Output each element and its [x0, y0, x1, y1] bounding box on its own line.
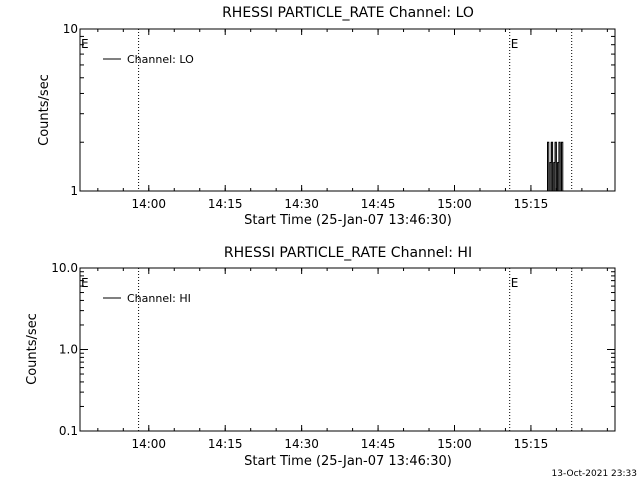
- x-tick-label: 14:30: [284, 437, 319, 451]
- chart-title: RHESSI PARTICLE_RATE Channel: LO: [222, 5, 474, 21]
- event-marker: E: [511, 276, 519, 290]
- x-tick-label: 14:30: [284, 197, 319, 211]
- y-tick-label: 1.0: [59, 343, 78, 357]
- event-marker: E: [81, 37, 89, 51]
- panel-lo: RHESSI PARTICLE_RATE Channel: LO Start T…: [37, 5, 616, 228]
- legend-entry: Channel: HI: [127, 292, 191, 305]
- legend: Channel: HI: [103, 292, 191, 305]
- y-tick-label: 1: [70, 184, 78, 198]
- y-axis-label: Counts/sec: [25, 313, 40, 385]
- x-tick-label: 14:00: [131, 197, 166, 211]
- y-tick-label: 10: [63, 22, 78, 36]
- event-marker: E: [511, 37, 519, 51]
- panel-hi: RHESSI PARTICLE_RATE Channel: HI Start T…: [25, 245, 616, 469]
- x-axis-label: Start Time (25-Jan-07 13:46:30): [244, 454, 452, 469]
- x-tick-label: 14:45: [361, 197, 396, 211]
- x-tick-label: 14:15: [208, 197, 243, 211]
- x-tick-label: 15:15: [514, 197, 549, 211]
- x-tick-label: 14:45: [361, 437, 396, 451]
- x-tick-label: 14:00: [131, 437, 166, 451]
- y-axis-ticks: 1 10: [63, 22, 615, 198]
- footer-timestamp: 13-Oct-2021 23:33: [552, 469, 637, 479]
- legend: Channel: LO: [103, 53, 194, 66]
- x-axis-label: Start Time (25-Jan-07 13:46:30): [244, 213, 452, 228]
- y-axis-ticks: 0.1 1.0 10.0: [51, 261, 615, 438]
- x-tick-label: 15:15: [514, 437, 549, 451]
- y-tick-label: 0.1: [59, 424, 78, 438]
- plot-frame: [79, 28, 616, 192]
- legend-entry: Channel: LO: [127, 53, 194, 66]
- y-axis-label: Counts/sec: [37, 74, 52, 146]
- y-tick-label: 10.0: [51, 261, 78, 275]
- x-axis-ticks: 14:00 14:15 14:30 14:45 15:00 15:15: [97, 268, 608, 451]
- x-tick-label: 15:00: [437, 437, 472, 451]
- x-tick-label: 15:00: [437, 197, 472, 211]
- x-tick-label: 14:15: [208, 437, 243, 451]
- series-lines: [546, 141, 565, 192]
- x-axis-ticks: 14:00 14:15 14:30 14:45 15:00 15:15: [97, 29, 608, 211]
- event-marker: E: [81, 276, 89, 290]
- chart-title: RHESSI PARTICLE_RATE Channel: HI: [224, 245, 472, 261]
